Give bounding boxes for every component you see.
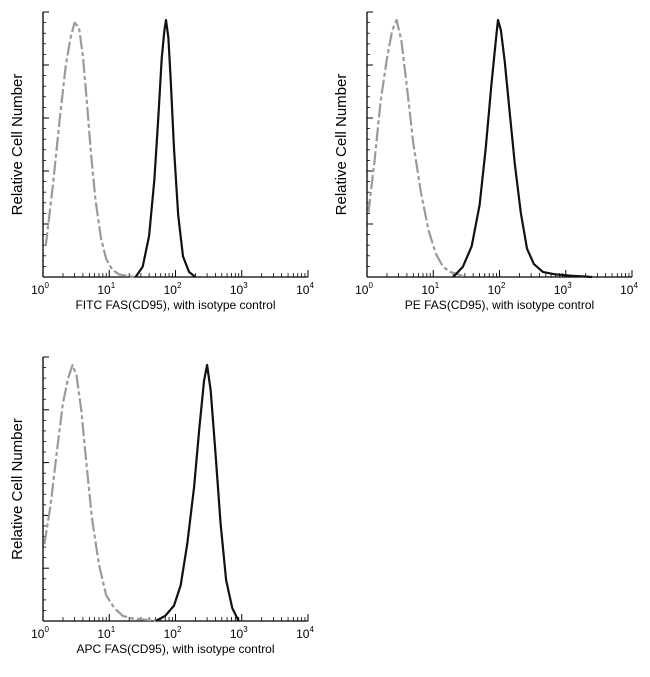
x-tick-label: 100 (31, 625, 49, 641)
histogram-panel-3: 100 101 102 103 104 APC FAS(CD95), with isoty… (9, 356, 314, 656)
y-axis-label: Relative Cell Number (9, 418, 26, 560)
x-axis-label: APC FAS(CD95), with isotype control (76, 642, 274, 656)
x-tick-label: 104 (296, 625, 314, 641)
y-axis-label: Relative Cell Number (9, 74, 26, 216)
fas-cd95-curve (452, 18, 593, 279)
x-tick-label: 100 (355, 281, 373, 297)
y-axis-label: Relative Cell Number (333, 74, 350, 216)
x-tick-label: 104 (296, 281, 314, 297)
x-tick-label: 102 (164, 281, 182, 297)
isotype-control-curve (44, 21, 136, 279)
x-axis-label: PE FAS(CD95), with isotype control (405, 298, 594, 312)
fas-cd95-curve (155, 363, 240, 622)
isotype-control-curve (367, 18, 466, 279)
x-axis-label: FITC FAS(CD95), with isotype control (75, 298, 275, 312)
x-tick-label: 102 (488, 281, 506, 297)
x-tick-label: 101 (97, 281, 115, 297)
x-tick-label: 104 (620, 281, 638, 297)
x-tick-label: 100 (31, 281, 49, 297)
x-tick-label: 103 (554, 281, 572, 297)
histogram-panel-1: 100 101 102 103 104 FITC FAS(CD95), with isot… (9, 11, 314, 312)
isotype-control-curve (43, 363, 161, 623)
x-tick-label: 102 (164, 625, 182, 641)
x-tick-label: 101 (97, 625, 115, 641)
x-tick-label: 103 (230, 281, 248, 297)
histogram-panel-2: 100 101 102 103 104 PE FAS(CD95), with isotyp… (333, 11, 638, 312)
x-tick-label: 103 (230, 625, 248, 641)
fas-cd95-curve (134, 18, 197, 278)
x-tick-label: 101 (421, 281, 439, 297)
